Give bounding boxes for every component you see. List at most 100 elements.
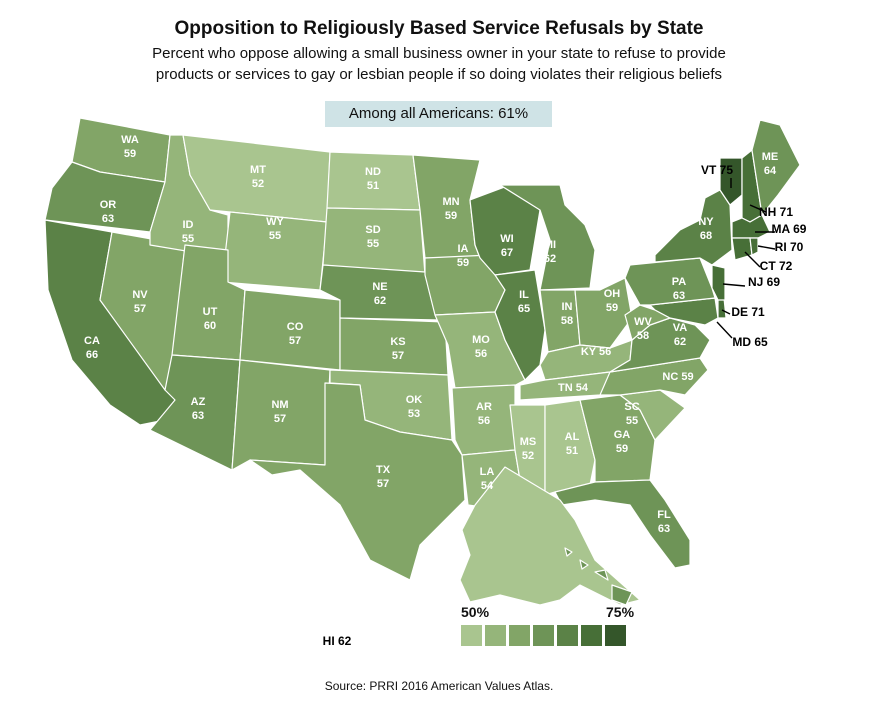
state-shape-ak — [459, 466, 641, 606]
state-value-ar: 56 — [478, 415, 490, 427]
leader-line-ri — [757, 245, 776, 250]
state-value-ks: 57 — [392, 350, 404, 362]
state-label-la: LA — [480, 466, 495, 478]
state-shape-fl — [554, 479, 691, 569]
legend-swatch — [581, 625, 602, 646]
state-value-fl: 63 — [658, 523, 670, 535]
leader-line-md — [716, 321, 733, 339]
leader-line-de — [721, 309, 731, 315]
state-label-ga: GA — [614, 429, 631, 441]
state-label-sc: SC — [624, 401, 639, 413]
state-value-wa: 59 — [124, 148, 136, 160]
state-value-la: 54 — [481, 480, 494, 492]
state-label-wa: WA — [121, 134, 139, 146]
state-shape-tx — [249, 382, 466, 581]
state-value-or: 63 — [102, 213, 114, 225]
map-subtitle: Percent who oppose allowing a small busi… — [0, 43, 878, 85]
state-shape-ny — [654, 189, 733, 266]
state-label-mn: MN — [442, 196, 459, 208]
state-label-wi: WI — [500, 233, 513, 245]
state-labels: WA 59 OR 63 CA 66 NV 57 ID 55 MT 52 WY 55 UT 60 AZ 63 CO 57… — [84, 134, 807, 648]
legend-max-label: 75% — [606, 604, 635, 620]
state-value-tx: 57 — [377, 478, 389, 490]
state-label-ky: KY 56 — [581, 346, 611, 358]
state-shape-pa — [624, 257, 716, 306]
state-value-ca: 66 — [86, 349, 98, 361]
state-value-ne: 62 — [374, 295, 386, 307]
state-label-ar: AR — [476, 401, 492, 413]
state-shape-nc — [599, 357, 709, 396]
state-label-oh: OH — [604, 288, 621, 300]
state-label-nd: ND — [365, 166, 381, 178]
state-value-id: 55 — [182, 233, 194, 245]
callout-label-hi: HI 62 — [323, 634, 352, 648]
subtitle-line-2: products or services to gay or lesbian p… — [155, 66, 723, 83]
state-value-mo: 56 — [475, 348, 487, 360]
state-label-nm: NM — [271, 399, 288, 411]
state-label-fl: FL — [657, 509, 671, 521]
state-label-ut: UT — [203, 306, 218, 318]
state-value-ia: 59 — [457, 257, 469, 269]
callout-label-ri: RI 70 — [775, 240, 804, 254]
state-label-me: ME — [762, 151, 779, 163]
state-value-wy: 55 — [269, 230, 281, 242]
state-label-ms: MS — [520, 436, 537, 448]
state-label-or: OR — [100, 199, 117, 211]
state-value-nd: 51 — [367, 180, 379, 192]
state-shape-mi — [499, 184, 596, 291]
state-shape-de — [717, 297, 727, 319]
state-label-wv: WV — [634, 316, 652, 328]
legend-swatch — [557, 625, 578, 646]
callout-label-de: DE 71 — [731, 305, 765, 319]
state-label-mt: MT — [250, 164, 266, 176]
state-label-nc: NC 59 — [662, 371, 693, 383]
state-shape-hi — [564, 547, 633, 606]
state-value-mn: 59 — [445, 210, 457, 222]
state-value-pa: 63 — [673, 290, 685, 302]
national-average-banner: Among all Americans: 61% — [325, 101, 552, 127]
state-value-co: 57 — [289, 335, 301, 347]
state-label-id: ID — [183, 219, 194, 231]
state-shape-nj — [711, 264, 726, 301]
map-title: Opposition to Religiously Based Service … — [174, 18, 704, 39]
state-value-nv: 57 — [134, 303, 146, 315]
subtitle-line-1: Percent who oppose allowing a small busi… — [152, 45, 726, 62]
state-value-wi: 67 — [501, 247, 513, 259]
state-value-ga: 59 — [616, 443, 628, 455]
state-value-ny: 68 — [700, 230, 712, 242]
state-label-az: AZ — [191, 396, 206, 408]
state-label-in: IN — [562, 301, 573, 313]
state-label-pa: PA — [672, 276, 687, 288]
state-value-wv: 58 — [637, 330, 649, 342]
state-label-ak: AK — [99, 535, 115, 547]
state-value-sd: 55 — [367, 238, 379, 250]
state-value-az: 63 — [192, 410, 204, 422]
state-label-ok: OK — [406, 394, 423, 406]
legend-swatch — [461, 625, 482, 646]
legend-swatch — [485, 625, 506, 646]
state-value-ms: 52 — [522, 450, 534, 462]
state-label-va: VA — [673, 322, 688, 334]
state-label-ny: NY — [698, 216, 714, 228]
state-shapes — [44, 117, 801, 606]
state-label-mo: MO — [472, 334, 490, 346]
state-value-ak: 50 — [101, 549, 113, 561]
callout-label-vt: VT 75 — [701, 163, 733, 177]
state-label-ks: KS — [390, 336, 405, 348]
state-value-in: 58 — [561, 315, 573, 327]
callout-label-nh: NH 71 — [759, 205, 793, 219]
leader-line-ct — [744, 251, 761, 268]
state-label-ne: NE — [372, 281, 387, 293]
state-value-va: 62 — [674, 336, 686, 348]
leader-line-nj — [722, 283, 746, 287]
state-shape-il — [494, 269, 546, 381]
legend-swatch — [509, 625, 530, 646]
state-label-tn: TN 54 — [558, 382, 589, 394]
leader-line-nh — [749, 204, 767, 213]
state-label-ia: IA — [458, 243, 469, 255]
state-value-oh: 59 — [606, 302, 618, 314]
state-label-nv: NV — [132, 289, 148, 301]
callout-label-ma: MA 69 — [772, 222, 807, 236]
callout-label-ct: CT 72 — [760, 259, 793, 273]
